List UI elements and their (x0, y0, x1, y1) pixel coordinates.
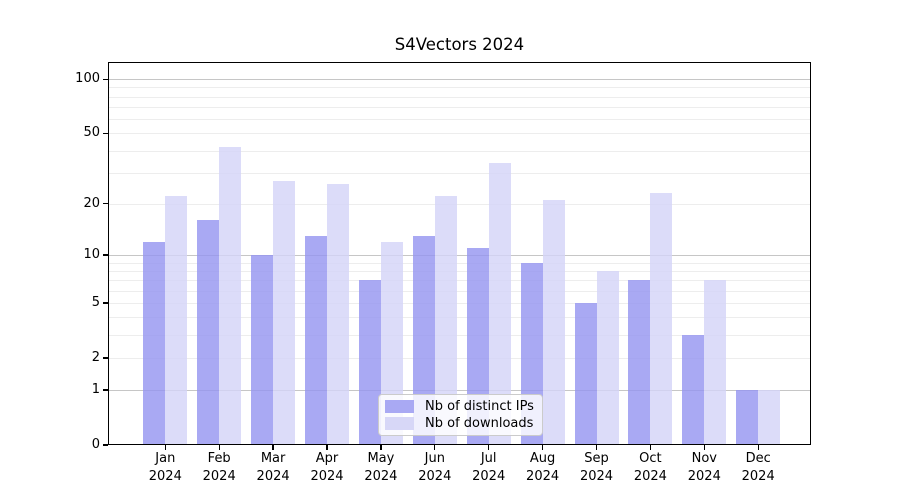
y-tick-label-10: 10 (83, 246, 100, 262)
bar-distinct-ips-jan-2024 (143, 241, 166, 445)
bar-downloads-jul-2024 (488, 163, 511, 445)
x-tick-label-feb-2024: Feb 2024 (202, 451, 236, 484)
y-tick-label-2: 2 (91, 349, 100, 365)
bar-downloads-apr-2024 (327, 183, 349, 445)
gridline-minor-3 (108, 335, 811, 337)
bar-distinct-ips-dec-2024 (736, 390, 759, 445)
y-tick-label-50: 50 (83, 125, 100, 141)
x-tick-sep-2024 (595, 445, 598, 450)
gridline-minor-5 (108, 302, 811, 304)
x-tick-label-may-2024: May 2024 (364, 451, 398, 484)
bar-distinct-ips-may-2024 (358, 280, 381, 445)
y-tick-label-100: 100 (75, 71, 100, 87)
bar-downloads-jan-2024 (165, 196, 188, 445)
x-tick-aug-2024 (541, 445, 544, 450)
bar-distinct-ips-jun-2024 (412, 235, 435, 445)
y-tick-label-1: 1 (91, 382, 100, 398)
x-tick-may-2024 (380, 445, 382, 450)
bar-downloads-mar-2024 (273, 180, 296, 445)
y-tick-10 (103, 254, 108, 256)
gridline-minor-6 (108, 290, 811, 292)
x-tick-label-apr-2024: Apr 2024 (310, 451, 344, 484)
legend-item-distinct-ips: Nb of distinct IPs (385, 399, 536, 414)
x-tick-label-jan-2024: Jan 2024 (148, 451, 182, 484)
bar-downloads-jun-2024 (434, 196, 457, 445)
bar-distinct-ips-feb-2024 (197, 220, 220, 445)
x-tick-label-aug-2024: Aug 2024 (526, 451, 560, 484)
chart-title: S4Vectors 2024 (394, 35, 525, 54)
gridline-minor-7 (108, 280, 811, 282)
x-tick-label-sep-2024: Sep 2024 (579, 451, 614, 484)
legend-item-downloads: Nb of downloads (385, 416, 536, 431)
x-tick-oct-2024 (649, 445, 652, 450)
x-tick-nov-2024 (703, 445, 705, 450)
y-tick-1 (103, 389, 108, 391)
bar-downloads-dec-2024 (758, 390, 781, 445)
gridline-minor-70 (108, 107, 811, 109)
legend-label-distinct-ips: Nb of distinct IPs (425, 399, 534, 414)
y-tick-0 (103, 444, 108, 446)
x-tick-mar-2024 (272, 445, 274, 450)
y-tick-20 (103, 203, 108, 205)
x-tick-apr-2024 (326, 445, 328, 450)
y-tick-50 (103, 132, 108, 134)
gridline-minor-50 (108, 133, 811, 135)
bar-distinct-ips-nov-2024 (682, 335, 705, 445)
gridline-minor-60 (108, 119, 811, 121)
gridline-minor-2 (108, 357, 811, 359)
x-tick-label-jul-2024: Jul 2024 (472, 451, 506, 484)
bar-downloads-feb-2024 (219, 146, 242, 445)
gridline-minor-30 (108, 172, 811, 174)
gridline-major-10 (108, 254, 811, 256)
x-tick-feb-2024 (218, 445, 220, 450)
gridline-minor-80 (108, 96, 811, 98)
x-tick-label-nov-2024: Nov 2024 (687, 451, 721, 484)
y-tick-2 (103, 357, 108, 359)
gridline-minor-90 (108, 87, 811, 89)
legend-swatch-distinct-ips (385, 400, 414, 413)
x-tick-jun-2024 (434, 445, 436, 450)
x-tick-jul-2024 (488, 445, 490, 450)
bar-distinct-ips-oct-2024 (628, 280, 651, 445)
x-tick-label-dec-2024: Dec 2024 (741, 451, 775, 484)
y-tick-5 (103, 302, 108, 304)
bar-distinct-ips-sep-2024 (574, 302, 597, 445)
y-tick-label-0: 0 (91, 437, 100, 452)
bar-distinct-ips-mar-2024 (251, 254, 274, 445)
y-tick-label-20: 20 (83, 195, 100, 211)
gridline-major-1 (108, 390, 811, 392)
legend-label-downloads: Nb of downloads (425, 416, 534, 431)
gridline-minor-40 (108, 150, 811, 152)
x-tick-label-oct-2024: Oct 2024 (633, 451, 667, 484)
y-tick-label-5: 5 (91, 294, 100, 310)
gridline-minor-9 (108, 262, 811, 264)
bar-distinct-ips-apr-2024 (305, 235, 327, 445)
gridline-major-100 (108, 79, 811, 81)
gridline-minor-8 (108, 270, 811, 272)
gridline-minor-20 (108, 203, 811, 205)
y-tick-100 (103, 78, 108, 80)
bar-downloads-oct-2024 (650, 193, 673, 445)
x-tick-label-mar-2024: Mar 2024 (256, 451, 290, 484)
bar-downloads-sep-2024 (596, 270, 619, 445)
bar-downloads-nov-2024 (704, 280, 727, 445)
plot-area (108, 62, 811, 445)
bar-downloads-aug-2024 (542, 200, 565, 445)
legend: Nb of distinct IPs Nb of downloads (378, 394, 543, 436)
x-tick-label-jun-2024: Jun 2024 (418, 451, 452, 484)
x-tick-dec-2024 (757, 445, 759, 450)
x-tick-jan-2024 (164, 445, 166, 450)
gridline-minor-4 (108, 317, 811, 319)
legend-swatch-downloads (385, 417, 414, 430)
